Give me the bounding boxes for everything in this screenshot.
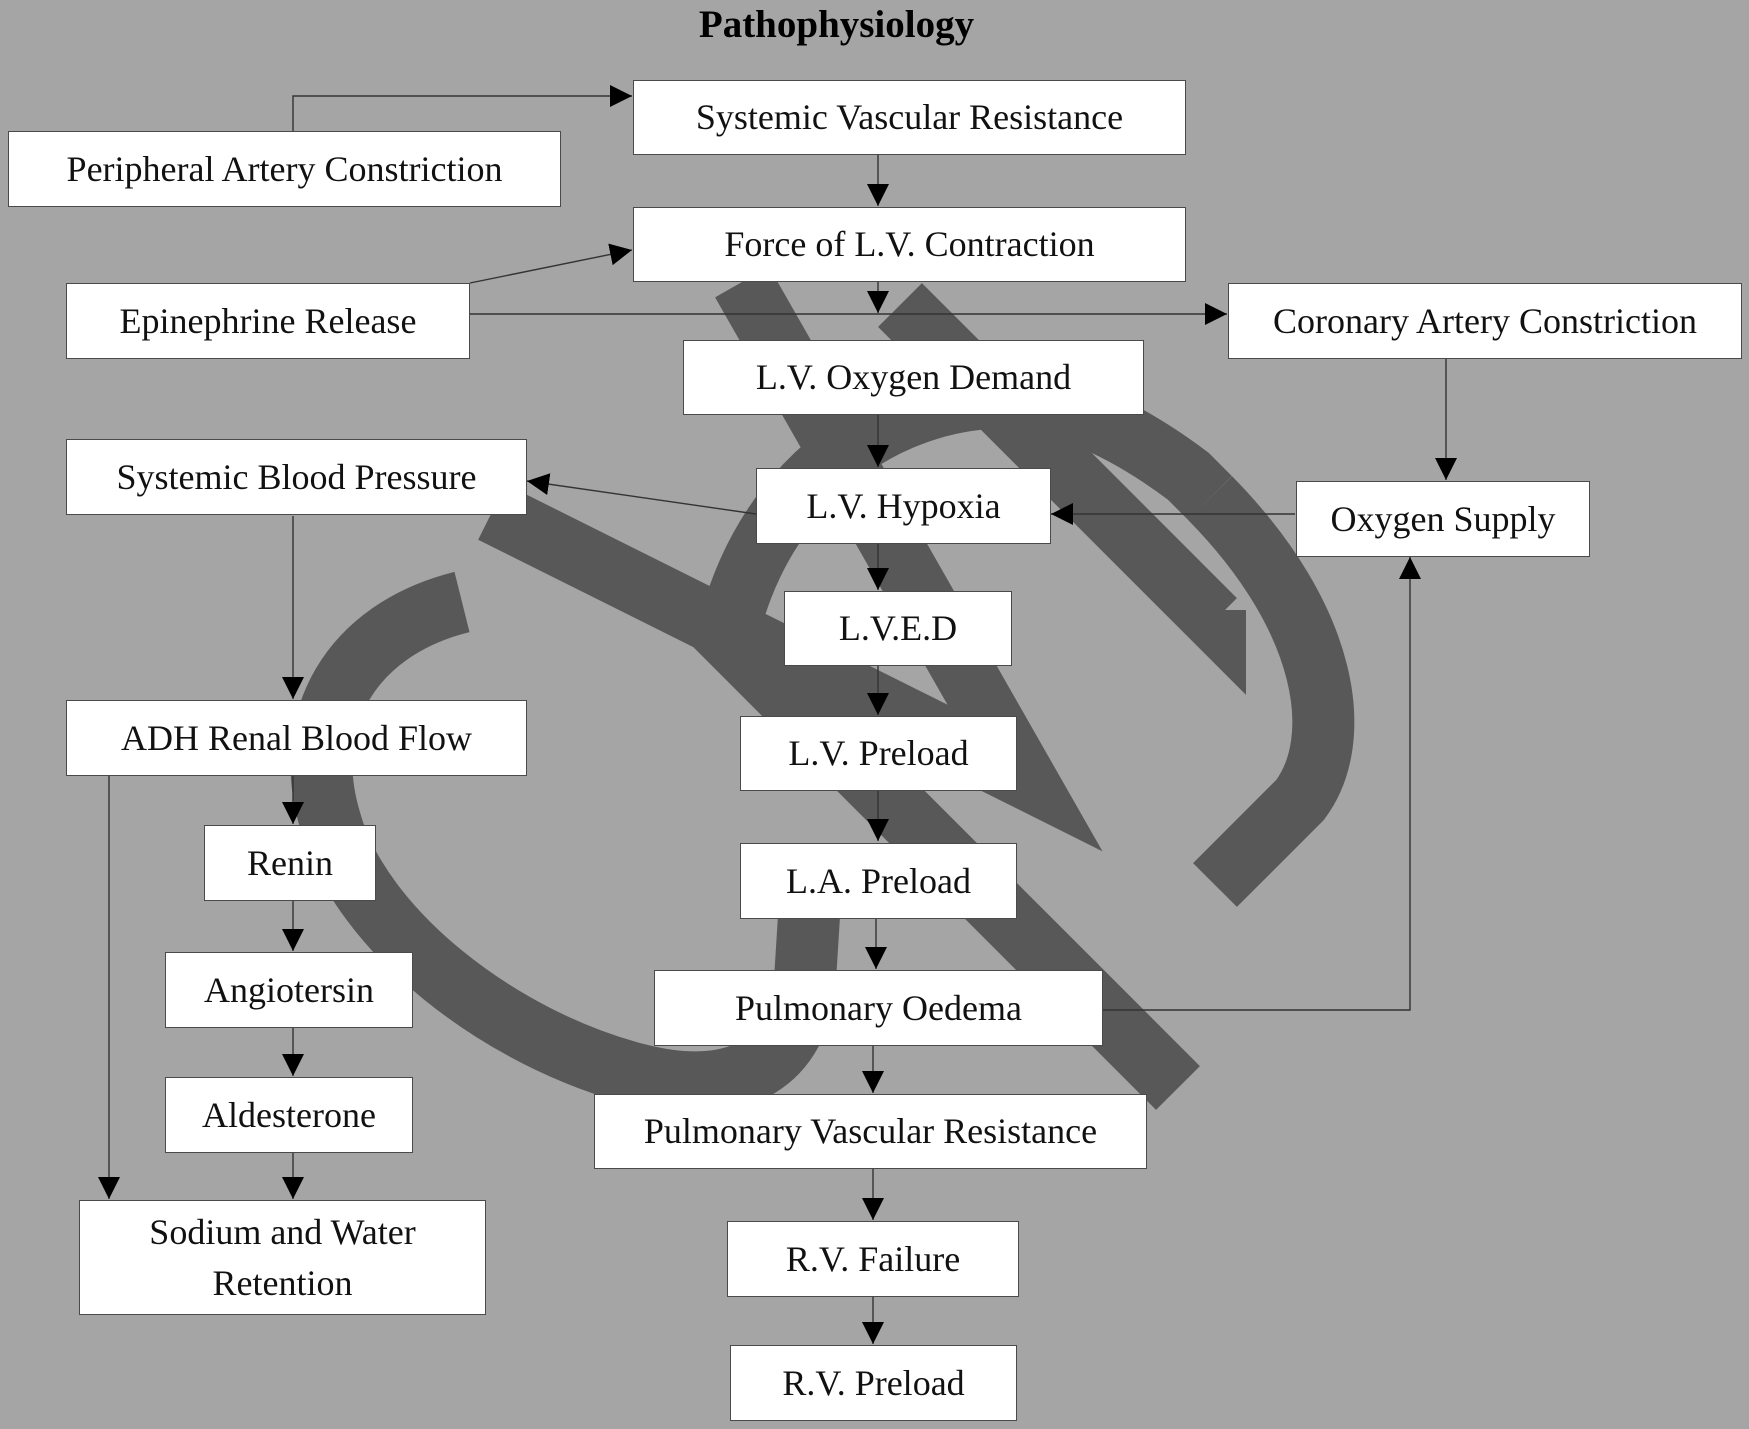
watermark-band-diagonal (478, 266, 1103, 852)
node-la-preload: L.A. Preload (740, 843, 1017, 919)
node-rv-preload: R.V. Preload (730, 1345, 1017, 1421)
node-force-lv-contraction: Force of L.V. Contraction (633, 207, 1186, 282)
node-rv-failure: R.V. Failure (727, 1221, 1019, 1297)
node-systemic-blood-pressure: Systemic Blood Pressure (66, 439, 527, 515)
node-systemic-vascular-resistance: Systemic Vascular Resistance (633, 80, 1186, 155)
node-lv-oxygen-demand: L.V. Oxygen Demand (683, 340, 1144, 415)
node-pulmonary-vascular-resistance: Pulmonary Vascular Resistance (594, 1094, 1147, 1169)
node-aldesterone: Aldesterone (165, 1077, 413, 1153)
node-adh-renal-blood-flow: ADH Renal Blood Flow (66, 700, 527, 776)
node-pulmonary-oedema: Pulmonary Oedema (654, 970, 1103, 1046)
node-sodium-water-retention-line1: Sodium and Water (149, 1212, 416, 1253)
node-peripheral-artery-constriction: Peripheral Artery Constriction (8, 131, 561, 207)
node-epinephrine-release: Epinephrine Release (66, 283, 470, 359)
node-lved: L.V.E.D (784, 591, 1012, 666)
node-sodium-water-retention: Sodium and Water Retention (79, 1200, 486, 1315)
node-lv-preload: L.V. Preload (740, 716, 1017, 791)
edge-hypoxia-to-sbp (526, 473, 757, 515)
edge-epinephrine-to-force (469, 243, 633, 284)
node-coronary-artery-constriction: Coronary Artery Constriction (1228, 283, 1742, 359)
node-lv-hypoxia: L.V. Hypoxia (756, 468, 1051, 544)
node-angiotersin: Angiotersin (165, 952, 413, 1028)
edge-peripheral-to-svr (292, 85, 632, 131)
page-title: Pathophysiology (698, 3, 975, 46)
watermark-band-upper-loop (1187, 476, 1355, 907)
edge-oedema-to-oxygen (1103, 557, 1421, 1011)
node-oxygen-supply: Oxygen Supply (1296, 481, 1590, 557)
watermark-band-lower (290, 571, 841, 1114)
node-renin: Renin (204, 825, 376, 901)
node-sodium-water-retention-line2: Retention (212, 1262, 353, 1303)
